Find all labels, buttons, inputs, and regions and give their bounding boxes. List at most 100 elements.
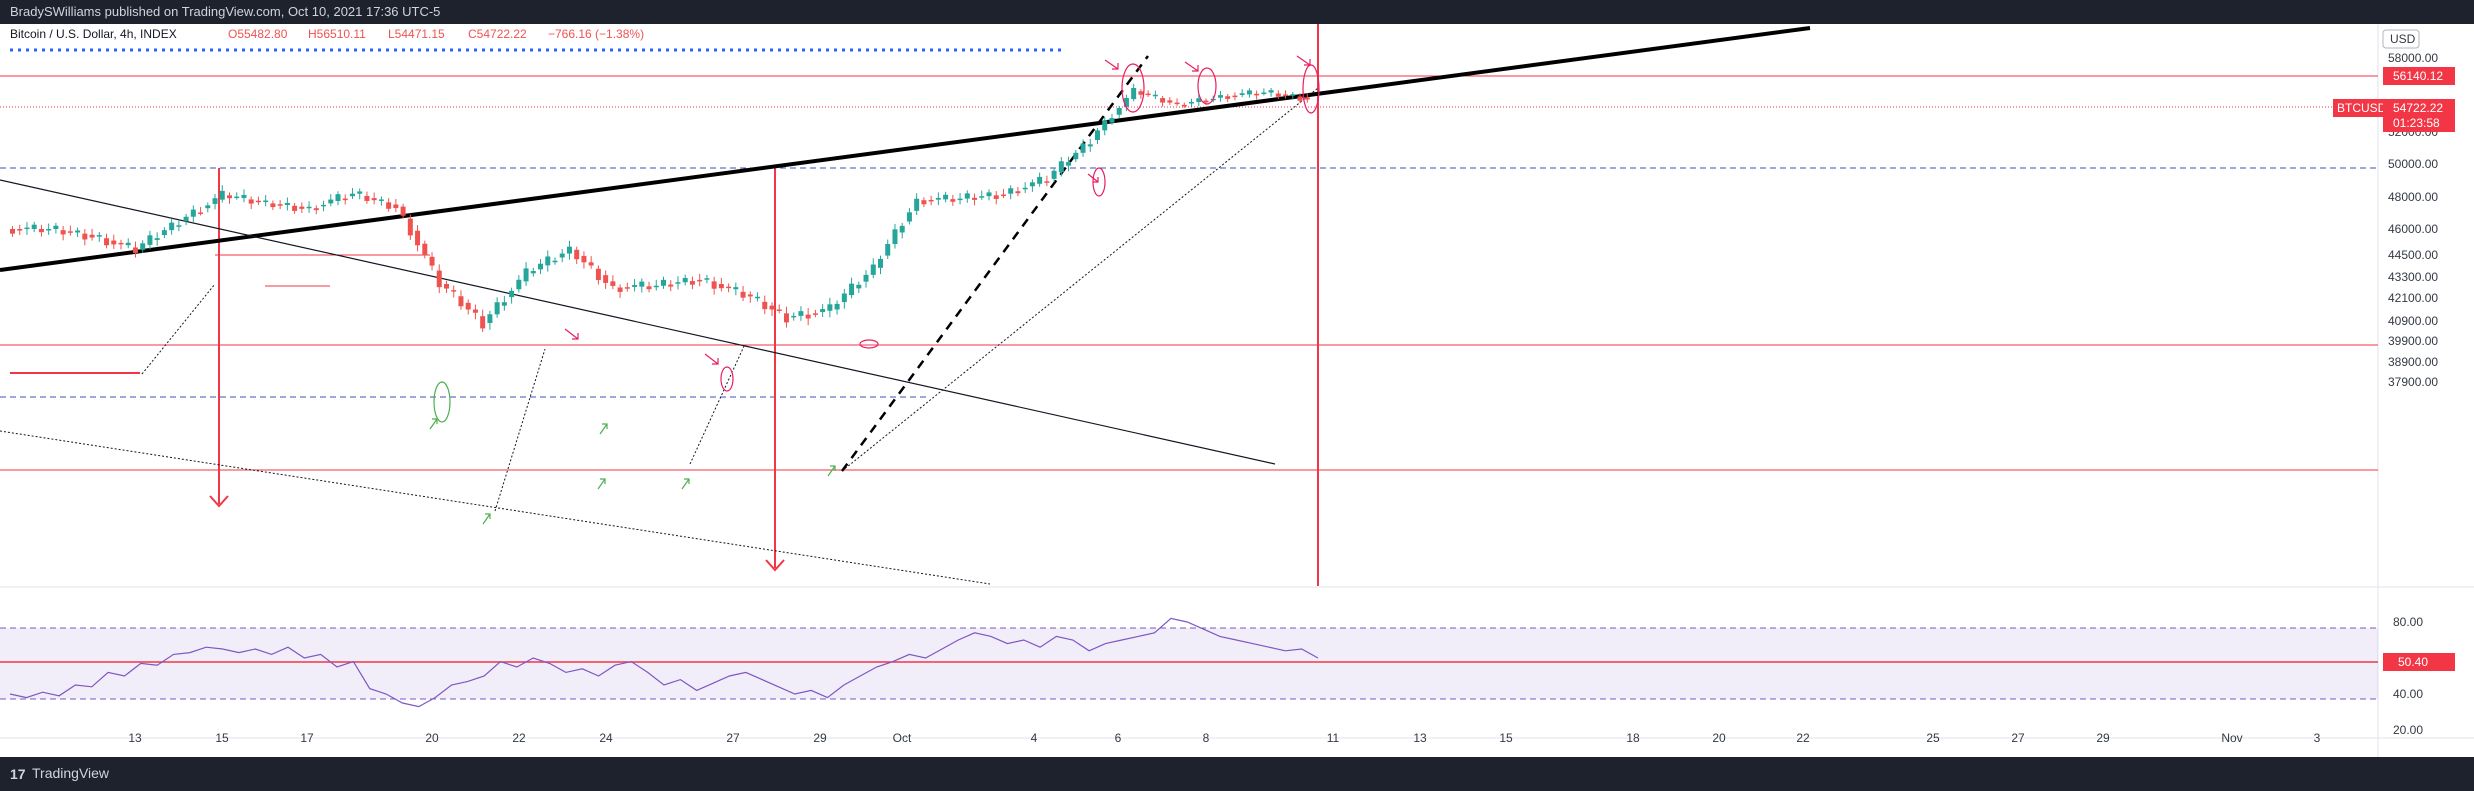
candle-body [697,279,703,282]
candle-body [726,286,732,289]
falling-trendline[interactable] [0,179,1276,465]
date-tick-label: 29 [813,731,827,745]
candle-body [791,315,797,318]
candle-body [147,235,153,245]
candle-body [1073,152,1079,160]
candle-body [451,290,457,292]
time-axis[interactable]: 13 15 17 20 22 24 27 29 Oct 4 6 8 11 13 15 18 20 22 25 27 29… [128,731,2320,745]
date-tick-label: 6 [1115,731,1122,745]
candle-body [610,281,616,286]
candle-body [1051,170,1057,179]
ohlc-low: L54471.15 [388,27,445,41]
candle-body [1138,91,1144,95]
candle-body [480,316,486,329]
symbol-tag-text: BTCUSD [2337,101,2387,115]
tradingview-brand[interactable]: TradingView [32,765,110,781]
candle-body [885,244,891,256]
candle-body [530,271,536,274]
candle-body [24,227,30,230]
rsi-tick-label: 80.00 [2393,615,2423,629]
candle-body [588,262,594,266]
rising-support-dotted[interactable] [841,87,1319,472]
candle-body [718,284,724,289]
candle-body [1217,95,1223,98]
candle-body [878,258,883,268]
candle-body [624,287,630,289]
candle-body [1167,100,1173,103]
candle-body [1275,93,1281,97]
candle-body [1239,93,1245,95]
btc-chart[interactable]: Bitcoin / U.S. Dollar, 4h, INDEX O55482.… [0,24,2474,757]
candle-body [943,194,949,200]
candle-body [1109,118,1115,123]
candle-body [400,206,406,216]
lower-channel-line[interactable] [0,430,991,585]
ohlc-close: C54722.22 [468,27,527,41]
price-tick-label: 37900.00 [2388,375,2438,389]
rsi-tick-label: 40.00 [2393,687,2423,701]
price-tick-label: 46000.00 [2388,222,2438,236]
candle-body [364,195,370,201]
candle-body [444,284,449,289]
candle-body [950,199,956,202]
date-tick-label: 3 [2314,731,2321,745]
candle-body [1232,95,1238,98]
candle-body [176,225,182,227]
candle-body [805,314,811,319]
candle-body [1196,98,1202,102]
date-tick-label: 15 [215,731,229,745]
publish-line: BradySWilliams published on TradingView.… [10,4,441,19]
candle-body [342,198,348,201]
candle-body [494,302,500,315]
candle-body [979,196,985,198]
price-tick-label: 42100.00 [2388,291,2438,305]
candle-body [501,302,507,306]
candle-body [1160,98,1166,103]
candle-body [154,238,160,240]
date-tick-label: 20 [1712,731,1726,745]
candle-body [849,283,855,296]
candle-body [740,291,746,298]
price-tick-label: 43300.00 [2388,270,2438,284]
candle-body [972,197,978,200]
highlight-ellipse-5[interactable] [859,339,879,349]
candle-body [783,313,789,323]
highlight-ellipse-3[interactable] [1302,64,1320,114]
ohlc-high: H56510.11 [308,27,366,41]
highlight-ellipse-7[interactable] [433,381,451,423]
candle-body [263,200,269,203]
candle-body [104,238,110,246]
candle-body [371,198,377,201]
highlight-ellipse-6[interactable] [720,366,734,392]
candle-body [559,253,565,258]
candle-body [1181,104,1187,107]
rising-trendline[interactable] [0,26,1811,272]
rsi-line[interactable] [9,617,1319,708]
date-tick-label: Oct [893,731,912,745]
date-tick-label: 4 [1031,731,1038,745]
candle-body [183,216,189,221]
candle-body [378,199,384,201]
candle-body [299,206,305,209]
highlight-ellipse-2[interactable] [1197,67,1217,105]
currency-badge[interactable] [2382,29,2420,49]
candle-body [198,212,204,214]
candle-body [190,209,196,217]
highlight-ellipse-1[interactable] [1121,63,1145,113]
candle-body [219,190,225,200]
tradingview-logo-icon[interactable]: 17 [10,766,26,782]
projection-dashed[interactable] [840,55,1150,472]
candle-body [581,255,587,263]
date-tick-label: 27 [2011,731,2025,745]
date-tick-label: 29 [2096,731,2110,745]
candle-body [415,230,421,246]
candle-body [1261,92,1267,95]
candle-body [639,281,645,287]
candle-body [653,285,659,288]
price-tag-text: 54722.22 [2393,101,2443,115]
candle-body [1225,96,1231,99]
candle-body [632,285,638,287]
date-tick-label: 17 [300,731,314,745]
candle-body [31,224,37,229]
candle-body [407,218,413,236]
